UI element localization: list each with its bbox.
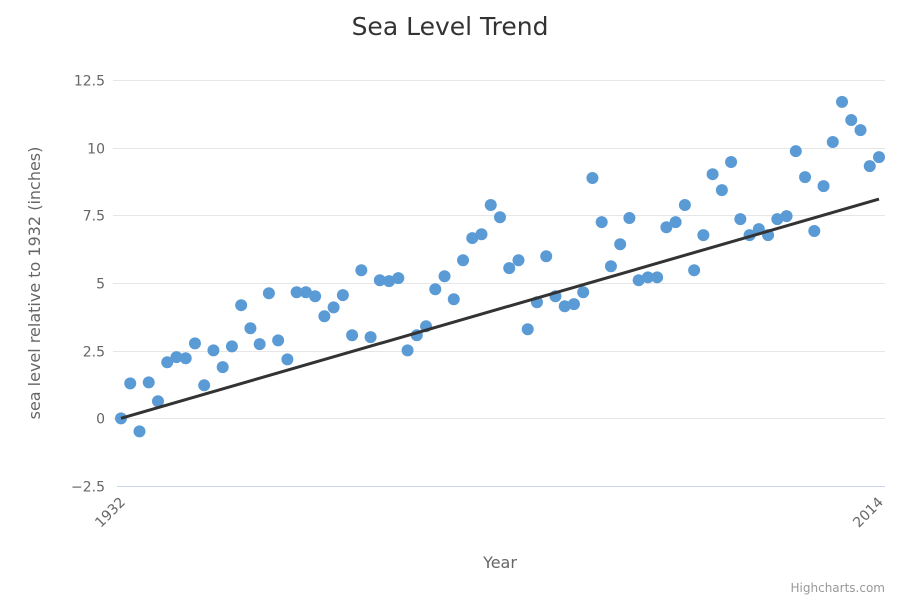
data-point[interactable] bbox=[401, 344, 414, 357]
y-axis-title: sea level relative to 1932 (inches) bbox=[25, 147, 44, 420]
data-point[interactable] bbox=[429, 283, 442, 296]
data-point[interactable] bbox=[438, 270, 451, 283]
data-point[interactable] bbox=[327, 301, 340, 314]
data-point[interactable] bbox=[318, 310, 331, 323]
data-point[interactable] bbox=[225, 340, 238, 353]
data-point[interactable] bbox=[836, 95, 849, 108]
data-point[interactable] bbox=[567, 298, 580, 311]
y-tick-label: 12.5 bbox=[74, 74, 105, 90]
data-point[interactable] bbox=[364, 331, 377, 344]
data-point[interactable] bbox=[475, 228, 488, 241]
data-point[interactable] bbox=[632, 274, 645, 287]
data-point[interactable] bbox=[512, 254, 525, 267]
data-point[interactable] bbox=[355, 264, 368, 277]
data-point[interactable] bbox=[373, 274, 386, 287]
data-point[interactable] bbox=[799, 171, 812, 184]
data-point[interactable] bbox=[715, 184, 728, 197]
data-point[interactable] bbox=[845, 114, 858, 127]
data-point[interactable] bbox=[771, 213, 784, 226]
data-point[interactable] bbox=[466, 232, 479, 245]
y-tick-label: 7.5 bbox=[83, 209, 105, 225]
data-point[interactable] bbox=[789, 145, 802, 158]
data-point[interactable] bbox=[651, 271, 664, 284]
y-tick-label: 0 bbox=[96, 412, 105, 428]
scatter-points bbox=[115, 95, 885, 438]
data-point[interactable] bbox=[540, 250, 553, 263]
data-point[interactable] bbox=[484, 199, 497, 212]
data-point[interactable] bbox=[595, 216, 608, 229]
trend-line bbox=[120, 197, 880, 420]
data-point[interactable] bbox=[309, 290, 322, 303]
data-point[interactable] bbox=[262, 287, 275, 300]
data-point[interactable] bbox=[383, 275, 396, 288]
data-point[interactable] bbox=[614, 238, 627, 251]
data-point[interactable] bbox=[577, 286, 590, 299]
data-point[interactable] bbox=[457, 254, 470, 267]
y-tick-label: 5 bbox=[96, 277, 105, 293]
data-point[interactable] bbox=[873, 151, 885, 164]
data-point[interactable] bbox=[817, 180, 830, 193]
data-point[interactable] bbox=[133, 425, 146, 438]
y-axis-ticks: −2.5 0 2.5 5 7.5 10 12.5 bbox=[71, 74, 105, 496]
data-point[interactable] bbox=[780, 210, 793, 223]
data-point[interactable] bbox=[854, 124, 867, 137]
y-tick-label: 2.5 bbox=[83, 345, 105, 361]
y-tick-label: −2.5 bbox=[71, 480, 105, 496]
data-point[interactable] bbox=[188, 337, 201, 350]
data-point[interactable] bbox=[124, 377, 137, 390]
data-point[interactable] bbox=[198, 379, 211, 392]
data-point[interactable] bbox=[346, 329, 359, 342]
data-point[interactable] bbox=[558, 300, 571, 313]
data-point[interactable] bbox=[281, 353, 294, 366]
data-point[interactable] bbox=[151, 395, 164, 408]
data-point[interactable] bbox=[808, 225, 821, 238]
data-point[interactable] bbox=[678, 199, 691, 212]
y-tick-label: 10 bbox=[87, 142, 105, 158]
data-point[interactable] bbox=[272, 334, 285, 347]
credits-link[interactable]: Highcharts.com bbox=[791, 581, 885, 595]
data-point[interactable] bbox=[697, 229, 710, 242]
data-point[interactable] bbox=[623, 212, 636, 225]
data-point[interactable] bbox=[290, 286, 303, 299]
data-point[interactable] bbox=[336, 289, 349, 302]
data-point[interactable] bbox=[706, 168, 719, 181]
data-point[interactable] bbox=[253, 338, 266, 351]
data-point[interactable] bbox=[734, 213, 747, 226]
data-point[interactable] bbox=[494, 211, 506, 224]
data-point[interactable] bbox=[392, 272, 405, 285]
data-point[interactable] bbox=[161, 356, 174, 369]
chart-title: Sea Level Trend bbox=[352, 12, 549, 41]
data-point[interactable] bbox=[641, 271, 654, 284]
data-point[interactable] bbox=[669, 216, 682, 229]
data-point[interactable] bbox=[170, 351, 183, 364]
data-point[interactable] bbox=[244, 322, 257, 335]
data-point[interactable] bbox=[503, 262, 516, 275]
data-point[interactable] bbox=[447, 293, 460, 306]
grid-lines bbox=[113, 80, 885, 419]
data-point[interactable] bbox=[725, 156, 738, 169]
x-tick-label-end: 2014 bbox=[850, 494, 887, 531]
data-point[interactable] bbox=[604, 260, 617, 273]
data-point[interactable] bbox=[688, 264, 701, 277]
data-point[interactable] bbox=[142, 376, 155, 389]
x-axis-title: Year bbox=[482, 553, 517, 572]
data-point[interactable] bbox=[521, 323, 534, 336]
data-point[interactable] bbox=[235, 299, 248, 312]
data-point[interactable] bbox=[863, 160, 876, 173]
data-point[interactable] bbox=[826, 135, 839, 148]
data-point[interactable] bbox=[299, 286, 312, 299]
data-point[interactable] bbox=[216, 361, 229, 374]
data-point[interactable] bbox=[660, 221, 673, 234]
data-point[interactable] bbox=[179, 352, 192, 365]
x-tick-label-start: 1932 bbox=[92, 495, 129, 532]
data-point[interactable] bbox=[207, 344, 220, 357]
data-point[interactable] bbox=[586, 171, 599, 184]
